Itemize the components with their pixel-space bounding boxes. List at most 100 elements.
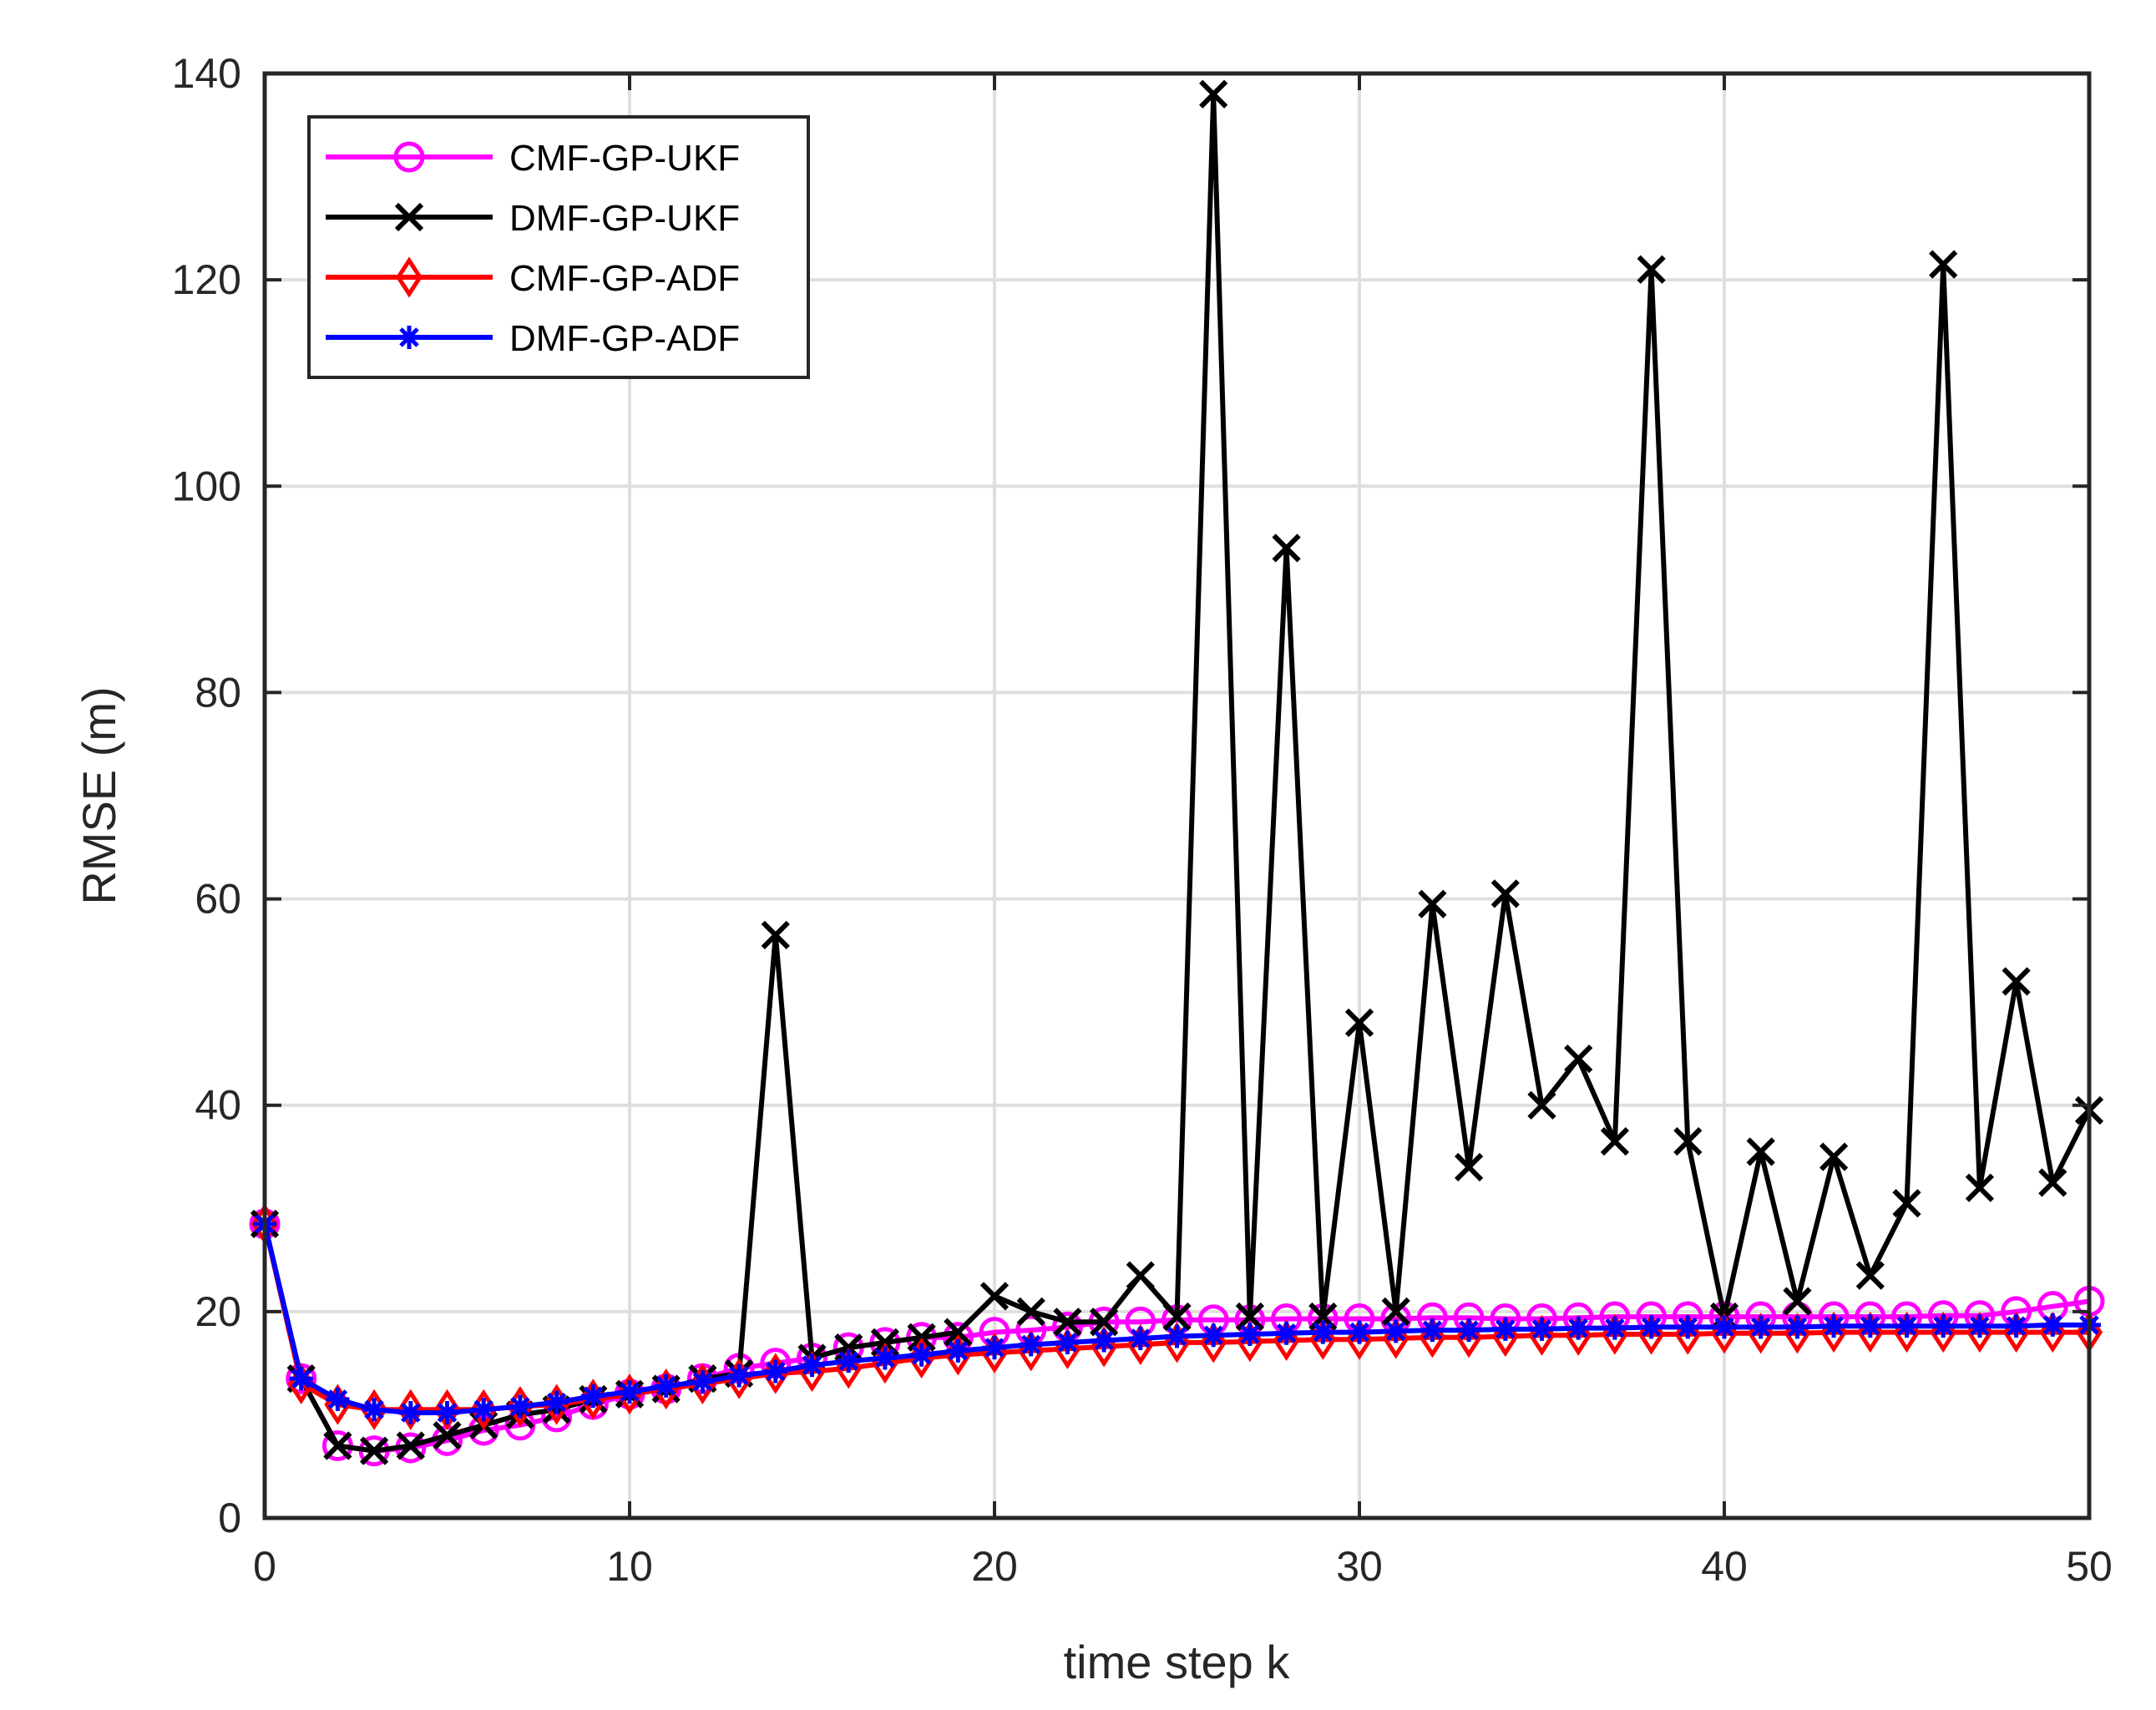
- data-point-dmf-gp-adf: [1602, 1316, 1627, 1340]
- data-point-dmf-gp-adf: [1967, 1314, 1992, 1338]
- plot-series: [249, 79, 2105, 1467]
- axis-tick-labels: 0 10 20 30 40 50 0 20 40 60 80 100 120 140: [172, 50, 2113, 1590]
- data-point-dmf-gp-adf: [873, 1346, 897, 1370]
- data-point-dmf-gp-ukf: [1089, 1308, 1119, 1337]
- x-tick-label: 50: [2066, 1543, 2113, 1590]
- data-point-dmf-gp-adf: [1676, 1315, 1700, 1339]
- data-point-dmf-gp-adf: [1420, 1318, 1445, 1343]
- data-point-dmf-gp-adf: [763, 1359, 787, 1384]
- data-point-dmf-gp-ukf: [1929, 250, 1958, 279]
- legend-marker-dmf-gp-adf: [397, 326, 421, 349]
- data-point-dmf-gp-adf: [691, 1369, 715, 1394]
- y-tick-label: 100: [172, 463, 241, 509]
- data-point-dmf-gp-ukf: [944, 1318, 973, 1347]
- data-point-dmf-gp-ukf: [1235, 1302, 1265, 1332]
- x-tick-label: 40: [1701, 1543, 1748, 1590]
- data-point-dmf-gp-adf: [1311, 1320, 1335, 1344]
- data-point-dmf-gp-ukf: [1673, 1126, 1703, 1156]
- data-point-dmf-gp-adf: [909, 1343, 934, 1367]
- data-point-dmf-gp-ukf: [979, 1282, 1010, 1311]
- legend-entry-cmf-gp-ukf: CMF-GP-UKF: [326, 138, 740, 179]
- axis-ticks: [263, 72, 2091, 1520]
- legend-entries: CMF-GP-UKF DMF-GP-UKF CMF-GP-ADF DMF-GP-ADF: [326, 138, 740, 359]
- data-point-dmf-gp-ukf: [323, 1431, 352, 1460]
- data-point-dmf-gp-adf: [1274, 1321, 1298, 1345]
- data-point-dmf-gp-adf: [1858, 1314, 1882, 1338]
- x-tick-label: 20: [971, 1543, 1018, 1590]
- data-point-dmf-gp-ukf: [1381, 1297, 1410, 1326]
- data-point-dmf-gp-adf: [800, 1353, 824, 1378]
- data-point-dmf-gp-adf: [544, 1390, 569, 1414]
- data-point-dmf-gp-ukf: [1637, 255, 1666, 284]
- data-point-dmf-gp-ukf: [907, 1323, 936, 1352]
- legend: CMF-GP-UKF DMF-GP-UKF CMF-GP-ADF DMF-GP-ADF: [307, 115, 810, 379]
- data-point-dmf-gp-adf: [1713, 1315, 1736, 1339]
- data-point-dmf-gp-adf: [1202, 1323, 1226, 1348]
- data-point-dmf-gp-adf: [1530, 1317, 1554, 1341]
- data-point-dmf-gp-adf: [727, 1363, 752, 1388]
- data-point-dmf-gp-ukf: [1527, 1090, 1556, 1120]
- data-point-dmf-gp-adf: [1457, 1318, 1481, 1343]
- legend-entry-dmf-gp-adf: DMF-GP-ADF: [326, 318, 740, 359]
- data-point-dmf-gp-adf: [1165, 1324, 1189, 1348]
- data-point-dmf-gp-adf: [1566, 1316, 1591, 1340]
- data-point-dmf-gp-ukf: [1965, 1173, 1995, 1202]
- data-point-dmf-gp-ukf: [1418, 889, 1447, 918]
- data-point-dmf-gp-ukf: [1016, 1297, 1045, 1326]
- data-point-dmf-gp-adf: [837, 1349, 861, 1374]
- data-point-dmf-gp-ukf: [1272, 534, 1301, 563]
- data-point-dmf-gp-adf: [946, 1338, 970, 1363]
- data-point-dmf-gp-adf: [1895, 1314, 1919, 1338]
- data-point-dmf-gp-adf: [1128, 1326, 1152, 1350]
- data-point-dmf-gp-ukf: [1490, 879, 1520, 908]
- x-tick-label: 10: [606, 1543, 653, 1590]
- data-point-dmf-gp-ukf: [1162, 1302, 1192, 1332]
- data-point-dmf-gp-ukf: [2038, 1168, 2067, 1197]
- data-point-dmf-gp-ukf: [761, 920, 790, 949]
- legend-label-cmf-gp-ukf: CMF-GP-UKF: [509, 138, 740, 179]
- series-dmf-gp-adf: [253, 1212, 2101, 1424]
- grid: [265, 73, 2089, 1518]
- data-point-dmf-gp-adf: [983, 1336, 1006, 1360]
- data-point-dmf-gp-adf: [618, 1380, 641, 1404]
- y-tick-label: 80: [195, 669, 241, 716]
- data-point-dmf-gp-adf: [1348, 1320, 1371, 1344]
- y-tick-label: 0: [218, 1495, 241, 1541]
- data-point-dmf-gp-adf: [1639, 1315, 1663, 1339]
- data-point-dmf-gp-adf: [289, 1367, 313, 1391]
- data-point-dmf-gp-adf: [2041, 1313, 2065, 1337]
- data-point-dmf-gp-ukf: [1053, 1308, 1082, 1337]
- data-point-dmf-gp-adf: [1019, 1333, 1043, 1357]
- legend-marker-cmf-gp-ukf: [393, 141, 425, 173]
- y-tick-label: 20: [195, 1288, 241, 1335]
- legend-marker-cmf-gp-adf: [396, 256, 423, 298]
- data-point-dmf-gp-adf: [1749, 1315, 1773, 1339]
- data-point-dmf-gp-ukf: [1746, 1137, 1775, 1166]
- y-tick-label: 40: [195, 1082, 241, 1129]
- y-tick-label: 140: [172, 50, 241, 97]
- plot-area-frame: [262, 71, 2092, 1520]
- data-point-dmf-gp-ukf: [2002, 967, 2031, 996]
- data-point-dmf-gp-adf: [1055, 1330, 1080, 1354]
- legend-entry-dmf-gp-ukf: DMF-GP-UKF: [326, 198, 740, 239]
- data-point-dmf-gp-adf: [581, 1384, 605, 1409]
- data-point-dmf-gp-adf: [654, 1374, 678, 1398]
- data-point-dmf-gp-adf: [472, 1398, 496, 1422]
- data-point-dmf-gp-adf: [1384, 1319, 1408, 1343]
- y-tick-label: 60: [195, 876, 241, 923]
- x-tick-label: 0: [253, 1543, 276, 1590]
- x-axis-label: time step k: [1064, 1636, 1291, 1688]
- data-point-dmf-gp-adf: [435, 1400, 459, 1424]
- data-point-dmf-gp-adf: [362, 1398, 387, 1422]
- y-axis-label: RMSE (m): [73, 686, 125, 904]
- data-point-dmf-gp-adf: [326, 1387, 350, 1411]
- data-point-dmf-gp-ukf: [1819, 1142, 1849, 1171]
- legend-box: [307, 115, 810, 379]
- data-point-dmf-gp-adf: [1822, 1314, 1846, 1338]
- data-point-dmf-gp-ukf: [1344, 1008, 1374, 1037]
- data-point-dmf-gp-ukf: [1454, 1152, 1484, 1181]
- y-tick-label: 120: [172, 256, 241, 303]
- data-point-dmf-gp-ukf: [1892, 1188, 1921, 1218]
- data-point-dmf-gp-adf: [1785, 1315, 1809, 1339]
